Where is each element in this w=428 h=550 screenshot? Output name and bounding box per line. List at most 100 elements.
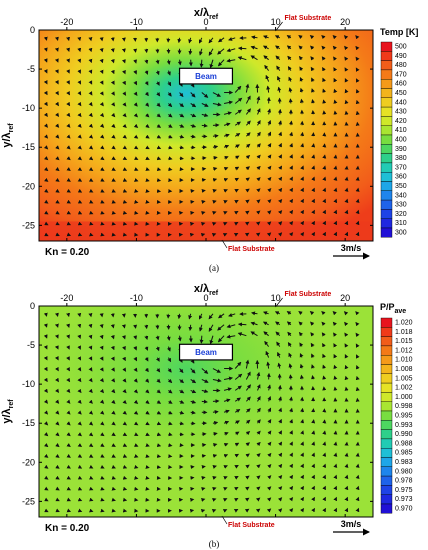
vector-arrow [278,221,283,226]
vector-arrow [88,421,94,426]
vector-arrow [289,221,294,226]
colorbar-swatch [380,457,393,468]
vector-arrow [322,441,327,446]
vector-arrow [145,178,150,182]
vector-arrow [100,232,105,237]
vector-arrow [311,176,315,181]
vector-arrow [322,474,326,480]
vector-arrow [168,432,173,437]
vector-arrow [111,112,116,118]
vector-arrow [111,221,116,226]
vector-arrow [322,165,327,170]
vector-arrow [300,187,304,193]
vector-arrow [355,198,360,204]
vector-arrow [179,368,184,374]
colorbar-title: P/Pave [380,302,406,315]
vector-arrow [344,343,349,348]
vector-arrow [278,474,283,480]
vector-arrow [298,331,303,337]
vector-arrow [133,145,139,150]
vector-arrow [55,177,60,182]
colorbar-tick-label: 450 [395,90,407,97]
vector-arrow [179,421,185,426]
vector-arrow [289,485,294,491]
colorbar-swatch [380,420,393,430]
vector-arrow [122,399,127,404]
vector-arrow [66,69,70,74]
vector-arrow [77,134,82,139]
vector-arrow [156,92,161,97]
vector-arrow [333,198,338,204]
vector-arrow [133,378,138,383]
vector-arrow [111,156,116,161]
vector-arrow [344,321,349,327]
vector-arrow [77,323,82,329]
vector-arrow [144,378,150,383]
vector-arrow [344,354,349,359]
vector-arrow [288,87,293,93]
top-substrate-pointer [275,21,283,32]
vector-arrow [267,452,272,458]
vector-arrow [100,508,105,513]
vector-arrow [299,87,304,93]
vector-arrow [234,222,239,226]
colorbar-swatch [380,199,393,210]
colorbar-swatch [380,485,393,495]
vector-arrow [344,220,349,226]
vector-arrow [278,497,283,502]
vector-arrow [88,199,94,204]
vector-arrow [288,352,293,358]
vector-arrow [43,388,48,393]
vector-arrow [286,45,292,50]
vector-arrow [237,46,247,51]
vector-arrow [43,399,48,404]
bottom-substrate-pointer [221,239,228,249]
vector-arrow [201,368,209,374]
vector-arrow [100,145,105,150]
vector-arrow [245,83,250,93]
vector-arrow [179,410,185,415]
vector-arrow [66,232,72,237]
vector-arrow [156,399,162,404]
vector-arrow [333,220,337,226]
vector-arrow [217,335,225,343]
colorbar-swatch [380,209,393,219]
vector-arrow [344,88,349,94]
vector-arrow [277,351,281,358]
vector-arrow [145,475,150,480]
vector-arrow [275,321,281,326]
vector-arrow [333,343,338,348]
vector-arrow [267,396,272,402]
vector-arrow [267,165,272,171]
vector-arrow [44,443,49,448]
vector-arrow [88,167,94,171]
vector-arrow [133,367,138,373]
vector-arrow [267,176,272,182]
vector-arrow [99,367,104,372]
colorbar-swatch [380,88,393,99]
vector-arrow [223,189,228,193]
vector-arrow [144,346,149,351]
vector-arrow [168,134,173,139]
vector-arrow [299,342,304,347]
colorbar-tick-label: 1.000 [395,394,413,401]
vector-arrow [226,324,236,329]
vector-arrow [246,132,251,137]
vector-arrow [100,475,105,480]
vector-arrow [144,48,149,54]
vector-arrow [212,200,217,204]
vector-arrow [278,165,283,170]
vector-arrow [263,55,269,61]
vector-arrow [256,188,261,193]
vector-arrow [201,92,209,98]
vector-arrow [144,357,149,362]
vector-arrow [276,65,281,71]
bottom-substrate-label: Flat Substrate [228,522,275,529]
vector-arrow [77,167,83,172]
vector-arrow [267,131,272,137]
vector-arrow [277,362,282,369]
scale-label: 3m/s [341,243,362,253]
vector-arrow [256,464,261,469]
colorbar-tick-label: 1.008 [395,366,413,373]
vector-arrow [344,364,349,370]
